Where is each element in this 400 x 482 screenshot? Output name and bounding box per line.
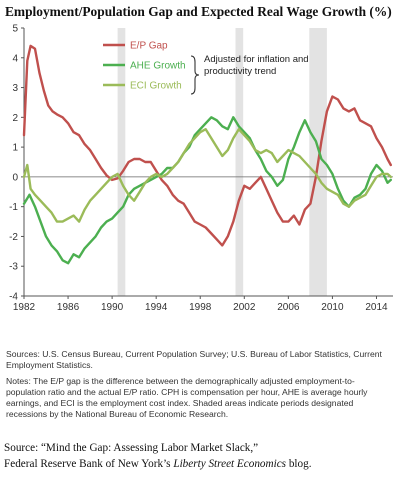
sources-note: Sources: U.S. Census Bureau, Current Pop…	[6, 349, 382, 370]
x-tick-label-1990: 1990	[101, 302, 124, 313]
y-tick-label-5: 5	[12, 24, 18, 35]
legend-label-e-p-gap: E/P Gap	[130, 41, 168, 52]
x-tick-label-2002: 2002	[233, 302, 256, 313]
source-citation-line1: Source: “Mind the Gap: Assessing Labor M…	[4, 442, 259, 454]
x-tick-label-1998: 1998	[189, 302, 212, 313]
x-tick-label-2010: 2010	[321, 302, 344, 313]
y-tick-label-2: 2	[12, 113, 18, 124]
legend-label-ahe-growth: AHE Growth	[130, 61, 186, 72]
y-tick-label-4: 4	[12, 53, 18, 64]
y-tick-label--4: -4	[9, 292, 18, 303]
x-tick-label-1994: 1994	[145, 302, 168, 313]
series-layer	[22, 44, 392, 265]
annotation-brace	[190, 55, 200, 95]
y-tick-label--2: -2	[9, 232, 18, 243]
legend-label-eci-growth: ECI Growth	[130, 81, 182, 92]
recession-shade-1	[235, 28, 244, 296]
annotation-text-line2: productivity trend	[204, 66, 276, 77]
recession-shade-0	[117, 28, 126, 296]
source-citation-line2: Federal Reserve Bank of New York’s Liber…	[4, 458, 312, 470]
series-line-e-p-gap	[22, 44, 392, 247]
notes-text: Notes: The E/P gap is the difference bet…	[6, 376, 368, 419]
y-tick-label--1: -1	[9, 202, 18, 213]
x-tick-label-2006: 2006	[277, 302, 300, 313]
source-blog-name: Liberty Street Economics	[173, 458, 287, 470]
x-tick-label-1982: 1982	[13, 302, 36, 313]
series-line-eci-growth	[22, 127, 392, 223]
x-tick-label-1986: 1986	[57, 302, 80, 313]
annotation-text-line1: Adjusted for inflation and	[204, 54, 309, 65]
source-suffix: blog.	[286, 458, 312, 470]
y-tick-label-3: 3	[12, 83, 18, 94]
source-publisher: Federal Reserve Bank of New York’s	[4, 458, 174, 470]
chart-title: Employment/Population Gap and Expected R…	[5, 4, 392, 19]
y-tick-label--3: -3	[9, 262, 18, 273]
y-tick-label-1: 1	[12, 143, 18, 154]
legend: E/P Gap AHE Growth ECI Growth Adjusted for …	[103, 41, 309, 95]
x-tick-label-2014: 2014	[365, 302, 388, 313]
y-tick-label-0: 0	[12, 172, 18, 183]
series-line-ahe-growth	[22, 116, 392, 265]
